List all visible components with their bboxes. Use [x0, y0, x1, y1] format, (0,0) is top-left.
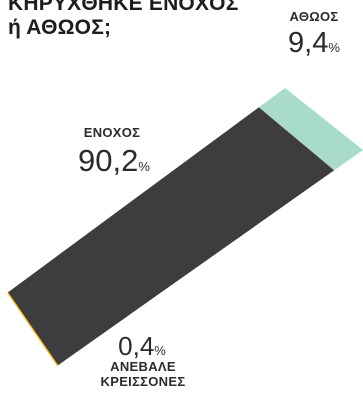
- segment-athoos: [258, 88, 363, 171]
- label-athoos-name: ΑΘΩΟΣ: [289, 9, 339, 24]
- label-anevale-name-line2: ΚΡΕΙΣΣΟΝΕΣ: [100, 374, 186, 389]
- segment-enochos: [8, 107, 335, 366]
- label-anevale-name-line1: ΑΝΕΒΑΛΕ: [110, 359, 176, 374]
- label-enochos-value: 90,2%: [78, 143, 150, 178]
- chart-title: ΚΗΡΥΧΘΗΚΕ ΕΝΟΧΟΣ ή ΑΘΩΟΣ;: [8, 0, 239, 39]
- label-athoos-value: 9,4%: [288, 27, 340, 59]
- label-enochos-name: ΕΝΟΧΟΣ: [83, 125, 141, 140]
- label-anevale-value: 0,4%: [118, 331, 166, 361]
